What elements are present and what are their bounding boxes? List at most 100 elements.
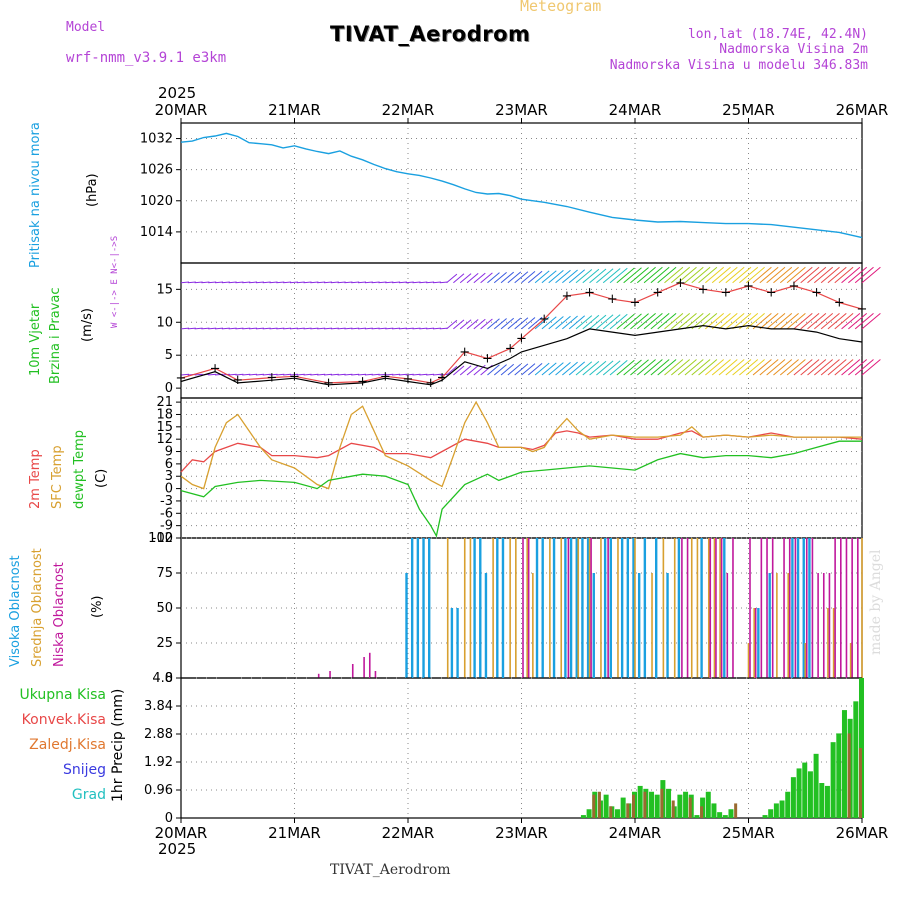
wind-barb (854, 266, 874, 284)
wind-barb (541, 270, 557, 284)
wind-barb (759, 266, 779, 284)
wind-barb (493, 364, 507, 376)
wind-barb (677, 266, 697, 284)
date-label-top: 26MAR (836, 101, 889, 119)
total-rain-bar (728, 809, 734, 818)
y-tick-label: 0 (165, 482, 173, 497)
total-rain-bar (722, 815, 728, 818)
wind-barb (358, 327, 367, 330)
wind-barb (861, 266, 881, 284)
wind-barb (493, 272, 507, 284)
wind-barb (507, 317, 522, 330)
wind-barb (337, 373, 346, 376)
wind-barb (643, 359, 663, 376)
wind-barb (854, 359, 874, 376)
date-label-bottom: 26MAR (836, 824, 889, 842)
y-tick-label: 100 (148, 531, 173, 546)
wind-barb (364, 327, 373, 330)
wind-ylabel-1: 10m Vjetar (28, 303, 43, 376)
wind-gust-line (180, 282, 863, 384)
wind-barb (841, 266, 861, 284)
wind-barb (351, 281, 360, 284)
wind-barb (766, 313, 786, 330)
wind-barb (500, 363, 515, 376)
wind-gust-marker: + (788, 279, 799, 294)
low-cloud-ylabel: Niska Oblacnost (52, 562, 67, 667)
total-rain-bar (841, 710, 847, 818)
wind-barb (201, 281, 210, 284)
wind-barb (378, 327, 387, 330)
date-label-bottom: 24MAR (609, 824, 662, 842)
date-label-bottom: 21MAR (268, 824, 321, 842)
wind-barb (180, 373, 190, 376)
wind-barb (793, 313, 813, 330)
wind-barb (303, 373, 312, 376)
wind-barb (698, 359, 718, 376)
wind-barb (317, 373, 326, 376)
wind-barb (834, 313, 854, 330)
wind-gust-marker: + (857, 302, 868, 317)
y-tick-label: 0 (165, 381, 173, 396)
wind-barb (786, 359, 806, 376)
wind-barb (718, 359, 738, 376)
date-label-top: 24MAR (609, 101, 662, 119)
wind-barb (555, 362, 571, 376)
date-label-top: 21MAR (268, 101, 321, 119)
wind-barb (759, 313, 779, 330)
wind-barb (289, 327, 298, 330)
wind-barb (711, 313, 731, 330)
wind-gust-marker: + (357, 375, 368, 390)
credit-label: made by Angel (868, 549, 884, 656)
wind-barb (296, 327, 305, 330)
cloud-unit: (%) (90, 595, 105, 619)
wind-barb (255, 373, 264, 376)
y-tick-label: -3 (160, 494, 173, 509)
wind-barb (691, 359, 711, 376)
wind-barb (759, 359, 779, 376)
total-rain-bar (830, 742, 836, 818)
wind-barb (657, 359, 677, 376)
wind-barb (459, 319, 472, 330)
wind-barb (459, 273, 472, 284)
wind-barb (215, 281, 224, 284)
wind-barb (446, 365, 458, 376)
wind-barb (289, 281, 298, 284)
year-label-top: 2025 (158, 84, 196, 102)
wind-barb (235, 373, 244, 376)
wind-barb (208, 373, 217, 376)
wind-barb (562, 315, 578, 330)
wind-barb (786, 313, 806, 330)
total-rain-bar (666, 788, 672, 818)
wind-barb (432, 281, 441, 284)
wind-gust-marker: + (743, 279, 754, 294)
wind-gust-marker: + (584, 286, 595, 301)
wind-barb (337, 327, 346, 330)
wind-barb (432, 373, 441, 376)
wind-barb (575, 269, 593, 284)
wind-barb (398, 281, 407, 284)
wind-barb (317, 327, 326, 330)
wind-barb (814, 313, 834, 330)
wind-barb (487, 364, 500, 376)
wind-barb (242, 373, 251, 376)
wind-barb (800, 313, 820, 330)
wind-barb (820, 266, 840, 284)
wind-barb (718, 266, 738, 284)
wind-barb (194, 281, 203, 284)
wind-barb (616, 267, 635, 284)
wind-barb (276, 281, 285, 284)
y-tick-label: 1.92 (144, 755, 173, 770)
wind-barb (426, 327, 435, 330)
wind-barb (446, 273, 458, 284)
wind-barb (242, 281, 251, 284)
wind-barb (228, 373, 237, 376)
wind-barb (684, 359, 704, 376)
wind-barb (269, 281, 278, 284)
wind-speed-line (180, 324, 863, 386)
total-rain-bar (819, 783, 825, 818)
wind-barb (589, 314, 607, 330)
wind-barb (364, 373, 373, 376)
wind-barb (466, 365, 479, 376)
wind-barb (752, 266, 772, 284)
wind-barb (609, 267, 628, 284)
